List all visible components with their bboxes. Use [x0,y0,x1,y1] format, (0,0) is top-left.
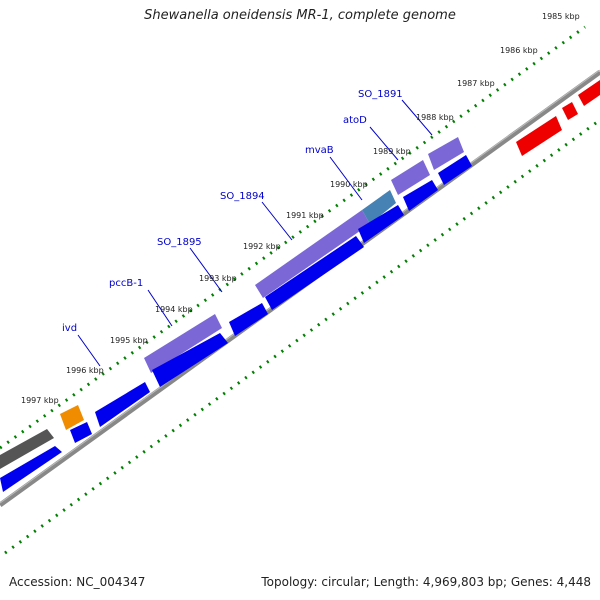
tick-labels: 1985 kbp 1986 kbp 1987 kbp 1988 kbp 1989… [21,12,580,405]
tick-label: 1986 kbp [500,46,538,55]
gene-label[interactable]: pccB-1 [109,278,143,289]
red-features [516,80,600,156]
gene-feature-red-3[interactable] [578,80,600,106]
tick-label: 1992 kbp [243,242,281,251]
gene-label[interactable]: SO_1891 [358,89,403,100]
tick-label: 1990 kbp [330,180,368,189]
gene-feature-so1891[interactable] [428,137,464,170]
genome-summary-text: Topology: circular; Length: 4,969,803 bp… [261,575,591,589]
gene-feature-mvab[interactable] [362,190,396,224]
gene-feature-red-2[interactable] [562,102,578,120]
gene-feature-fwd-2[interactable] [70,422,92,443]
gene-feature-fwd-6[interactable] [265,236,364,310]
gene-feature-atod[interactable] [391,160,430,195]
inner-tick-ring [4,118,600,555]
gene-feature-pccb1[interactable] [144,314,222,373]
tick-label: 1996 kbp [66,366,104,375]
gene-label[interactable]: SO_1895 [157,237,202,248]
gene-feature-fwd-9[interactable] [438,155,472,185]
tick-label: 1993 kbp [199,274,237,283]
tick-label: 1987 kbp [457,79,495,88]
gene-feature-red-1[interactable] [516,116,562,156]
gene-label[interactable]: ivd [62,323,77,334]
gene-feature-fwd-4[interactable] [152,333,228,387]
gene-label[interactable]: mvaB [305,145,334,156]
tick-label: 1991 kbp [286,211,324,220]
outer-tick-ring [0,25,586,450]
accession-text: Accession: NC_004347 [9,575,146,589]
label-leaders [77,99,433,367]
tick-label: 1985 kbp [542,12,580,21]
forward-strand-features [0,155,472,492]
tick-label: 1997 kbp [21,396,59,405]
tick-label: 1989 kbp [373,147,411,156]
gene-feature-so1894[interactable] [255,210,370,298]
reverse-strand-features [0,137,464,469]
gene-label[interactable]: atoD [343,115,367,126]
gene-feature-fwd-8[interactable] [403,180,438,211]
gene-label[interactable]: SO_1894 [220,191,265,202]
gene-feature-ivd-orange[interactable] [60,405,84,430]
tick-label: 1988 kbp [416,113,454,122]
map-title: Shewanella oneidensis MR-1, complete gen… [144,8,456,23]
gene-feature-gray[interactable] [0,429,54,469]
tick-label: 1994 kbp [155,305,193,314]
gene-feature-fwd-1[interactable] [0,446,62,492]
gene-feature-fwd-5[interactable] [229,303,268,336]
gene-feature-fwd-3[interactable] [95,382,150,427]
gene-labels: SO_1891 atoD mvaB SO_1894 SO_1895 pccB-1… [62,89,403,334]
tick-label: 1995 kbp [110,336,148,345]
gene-feature-fwd-7[interactable] [358,205,404,243]
